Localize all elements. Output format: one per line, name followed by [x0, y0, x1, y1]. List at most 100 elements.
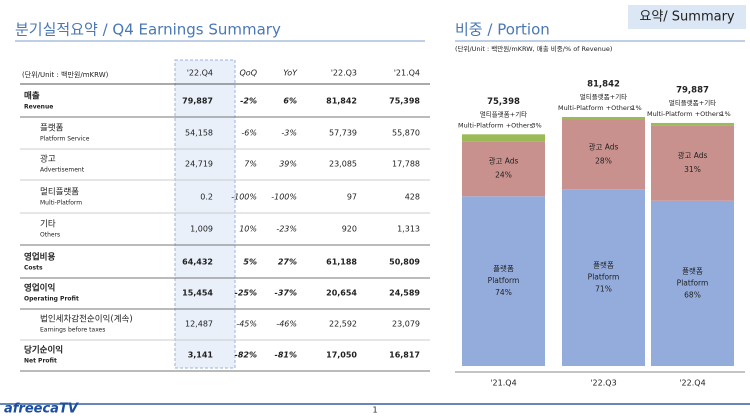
value-label: 1% — [631, 104, 641, 112]
cell: -25% — [235, 289, 257, 298]
value-label: 31% — [684, 165, 701, 174]
segment-label: 광고 Ads — [678, 150, 708, 160]
page-number: 1 — [372, 406, 377, 415]
column-header: '21.Q4 — [394, 69, 420, 78]
row-label-en: Costs — [24, 265, 43, 272]
segment-label: 플랫폼 — [593, 260, 614, 270]
cell: 22,592 — [329, 320, 357, 329]
row-label: 영업비용 — [24, 252, 55, 263]
cell: 3,141 — [188, 351, 214, 360]
cell: -2% — [240, 97, 257, 106]
cell: -82% — [235, 351, 257, 360]
cell: 6% — [283, 97, 297, 106]
logo: afreecaTV — [4, 402, 79, 417]
cell: 20,654 — [326, 289, 357, 298]
cell: 55,870 — [392, 129, 420, 138]
total-label: 79,887 — [676, 85, 709, 95]
bar-segment — [462, 134, 545, 142]
segment-label: Multi-Platform +Others — [458, 121, 534, 129]
cell: -81% — [275, 351, 297, 360]
segment-label: Multi-Platform +Others — [647, 110, 723, 118]
category-label: '21.Q4 — [490, 379, 516, 388]
cell: 79,887 — [182, 97, 213, 106]
column-header: '22.Q4 — [187, 69, 213, 78]
cell: 10% — [239, 225, 257, 234]
row-label: 법인세차감전순이익(계속) — [40, 314, 133, 325]
bar-segment — [651, 200, 734, 366]
value-label: 71% — [595, 285, 612, 294]
cell: 27% — [278, 258, 297, 267]
cell: 81,842 — [326, 97, 357, 106]
row-label-en: Revenue — [24, 104, 53, 111]
bar-segment — [562, 189, 645, 366]
row-label-en: Platform Service — [40, 136, 90, 143]
segment-label: 플랫폼 — [682, 265, 703, 275]
row-label: 광고 — [40, 154, 56, 165]
cell: 1,313 — [397, 225, 420, 234]
column-header: '22.Q3 — [331, 69, 357, 78]
cell: 1,009 — [190, 225, 213, 234]
cell: 16,817 — [389, 351, 420, 360]
cell: -3% — [281, 129, 297, 138]
cell: -45% — [236, 320, 257, 329]
bar-segment — [562, 119, 645, 190]
cell: 5% — [243, 258, 257, 267]
row-label-en: Operating Profit — [24, 296, 79, 303]
bar-segment — [562, 117, 645, 120]
segment-label: Platform — [677, 278, 709, 287]
row-label: 멀티플랫폼 — [40, 187, 79, 198]
cell: 7% — [244, 160, 257, 169]
row-label-en: Net Profit — [24, 358, 57, 365]
value-label: 28% — [595, 156, 612, 165]
bar-segment — [462, 141, 545, 197]
row-label: 매출 — [24, 91, 40, 102]
value-label: 24% — [495, 171, 512, 180]
cell: 54,158 — [185, 129, 213, 138]
portion-unit: (단위/Unit : 백만원/mKRW, 매출 비중/% of Revenue) — [455, 44, 612, 53]
total-label: 81,842 — [587, 80, 620, 90]
cell: 61,188 — [326, 258, 357, 267]
segment-label: 멀티플랫폼+기타 — [480, 109, 527, 118]
cell: 64,432 — [182, 258, 213, 267]
cell: 24,589 — [389, 289, 420, 298]
row-label: 당기순이익 — [24, 345, 63, 356]
row-label-en: Advertisement — [40, 167, 85, 174]
cell: -23% — [276, 225, 297, 234]
corner-box — [628, 5, 746, 29]
corner-label: 요약/ Summary — [639, 10, 735, 25]
cell: -37% — [275, 289, 297, 298]
cell: 12,487 — [185, 320, 213, 329]
cell: 97 — [347, 193, 357, 202]
segment-label: Multi-Platform +Others — [558, 104, 634, 112]
highlight-column — [174, 59, 236, 369]
cell: -46% — [276, 320, 297, 329]
cell: 39% — [279, 160, 297, 169]
cell: -100% — [231, 193, 257, 202]
value-label: 74% — [495, 288, 512, 297]
row-label-en: Multi-Platform — [40, 200, 82, 207]
cell: 920 — [342, 225, 357, 234]
cell: 57,739 — [329, 129, 357, 138]
cell: 23,079 — [392, 320, 420, 329]
row-label: 영업이익 — [24, 283, 55, 294]
bar-segment — [651, 125, 734, 201]
category-label: '22.Q4 — [679, 379, 705, 388]
category-label: '22.Q3 — [590, 379, 616, 388]
title-left: 분기실적요약 / Q4 Earnings Summary — [15, 21, 281, 39]
cell: 75,398 — [389, 97, 420, 106]
cell: 23,085 — [329, 160, 357, 169]
cell: 0.2 — [200, 193, 213, 202]
column-header: YoY — [283, 69, 298, 78]
cell: 15,454 — [182, 289, 213, 298]
segment-label: 멀티플랫폼+기타 — [669, 98, 716, 107]
table-unit: (단위/Unit : 백만원/mKRW) — [22, 70, 109, 79]
value-label: 1% — [720, 110, 730, 118]
column-header: QoQ — [240, 69, 258, 78]
row-label-en: Others — [40, 232, 60, 239]
segment-label: 멀티플랫폼+기타 — [580, 92, 627, 101]
cell: -100% — [271, 193, 297, 202]
title-right: 비중 / Portion — [455, 21, 550, 39]
bar-segment — [651, 122, 734, 126]
row-label-en: Earnings before taxes — [40, 327, 105, 334]
